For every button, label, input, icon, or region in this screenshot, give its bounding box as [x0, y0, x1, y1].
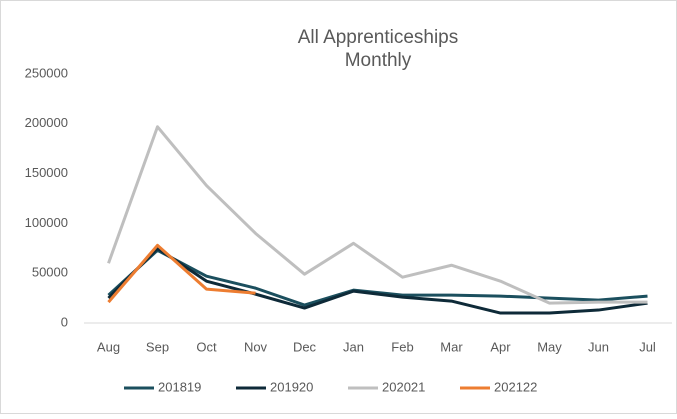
y-tick-label: 150000 [25, 165, 68, 180]
y-tick-label: 100000 [25, 215, 68, 230]
x-tick-label: Nov [244, 339, 268, 354]
x-tick-label: Dec [293, 339, 317, 354]
x-tick-label: Mar [440, 339, 463, 354]
series-line [107, 246, 648, 315]
x-tick-label: Jul [639, 339, 656, 354]
legend-label: 201819 [158, 379, 201, 394]
series-line [107, 243, 256, 304]
chart-title: All Apprenticeships [298, 27, 459, 48]
y-tick-label: 250000 [25, 65, 68, 80]
chart-subtitle: Monthly [345, 50, 412, 71]
y-tick-label: 0 [61, 314, 68, 329]
legend-label: 201920 [270, 379, 313, 394]
x-tick-label: Apr [490, 339, 511, 354]
y-tick-label: 200000 [25, 115, 68, 130]
x-tick-label: May [537, 339, 562, 354]
x-tick-label: Oct [196, 339, 217, 354]
legend-label: 202021 [382, 379, 425, 394]
x-tick-label: Jun [588, 339, 609, 354]
x-tick-label: Sep [146, 339, 169, 354]
x-tick-label: Jan [343, 339, 364, 354]
series-line [107, 125, 648, 305]
x-tick-label: Aug [97, 339, 120, 354]
legend-label: 202122 [494, 379, 537, 394]
y-tick-label: 50000 [32, 265, 68, 280]
x-tick-label: Feb [391, 339, 413, 354]
